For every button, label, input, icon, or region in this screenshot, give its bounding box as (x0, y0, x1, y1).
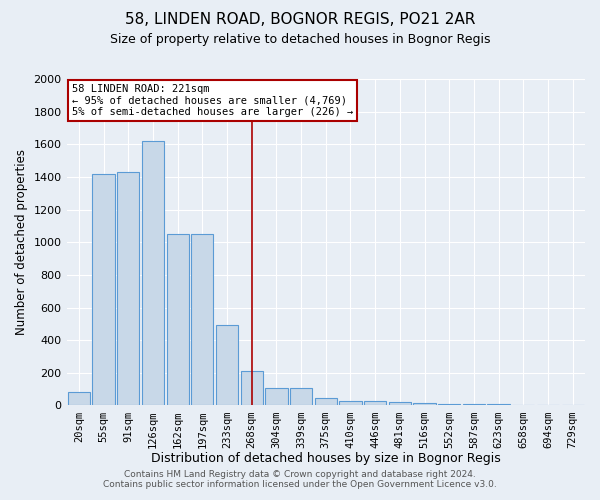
Bar (241, 371, 263, 406)
Bar (512, 404, 535, 406)
Bar (487, 404, 510, 406)
Y-axis label: Number of detached properties: Number of detached properties (15, 149, 28, 335)
Bar (463, 404, 485, 406)
Bar (68, 392, 90, 406)
Bar (92, 174, 115, 406)
Text: 58, LINDEN ROAD, BOGNOR REGIS, PO21 2AR: 58, LINDEN ROAD, BOGNOR REGIS, PO21 2AR (125, 12, 475, 28)
X-axis label: Distribution of detached houses by size in Bognor Regis: Distribution of detached houses by size … (151, 452, 500, 465)
Bar (290, 388, 312, 406)
Bar (314, 398, 337, 406)
Bar (167, 234, 189, 406)
Bar (191, 234, 214, 406)
Bar (117, 172, 139, 406)
Bar (413, 403, 436, 406)
Bar (438, 404, 460, 406)
Bar (142, 141, 164, 406)
Text: 58 LINDEN ROAD: 221sqm
← 95% of detached houses are smaller (4,769)
5% of semi-d: 58 LINDEN ROAD: 221sqm ← 95% of detached… (72, 84, 353, 117)
Bar (340, 400, 362, 406)
Text: Contains HM Land Registry data © Crown copyright and database right 2024.
Contai: Contains HM Land Registry data © Crown c… (103, 470, 497, 489)
Bar (389, 402, 411, 406)
Bar (265, 388, 287, 406)
Text: Size of property relative to detached houses in Bognor Regis: Size of property relative to detached ho… (110, 32, 490, 46)
Bar (364, 402, 386, 406)
Bar (216, 326, 238, 406)
